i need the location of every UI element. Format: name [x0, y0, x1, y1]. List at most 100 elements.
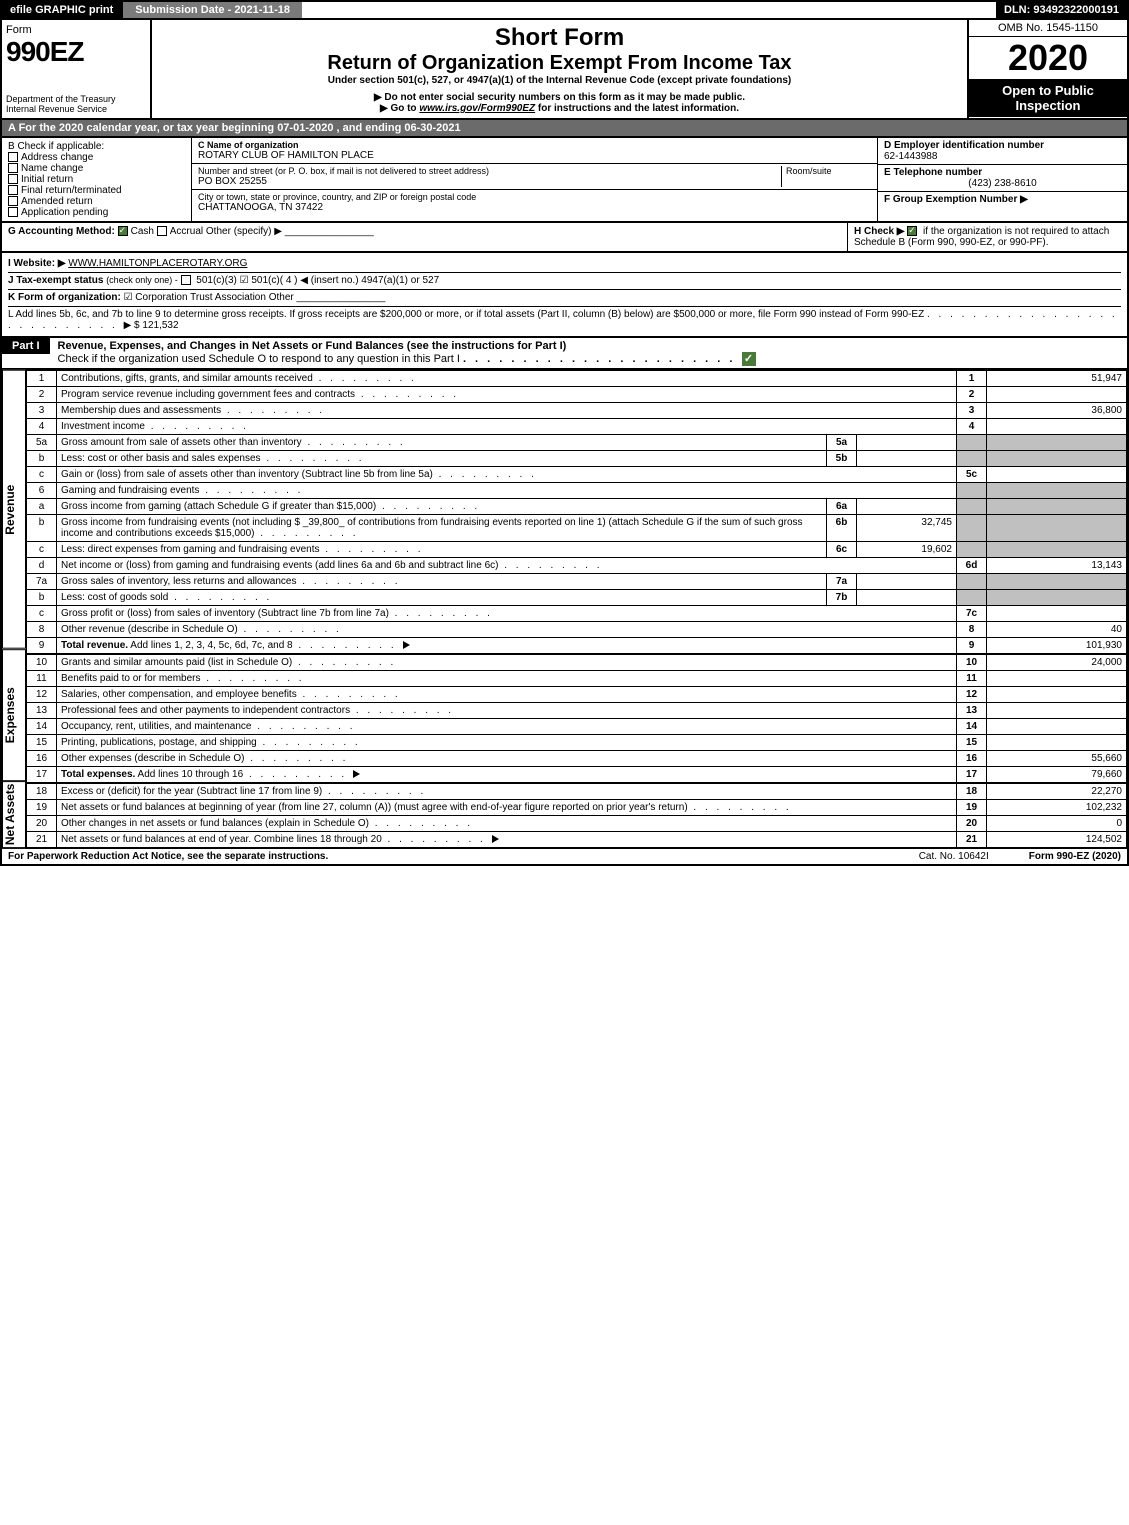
mid-line-value: 19,602 — [857, 542, 957, 558]
mid-line-number: 7b — [827, 590, 857, 606]
right-line-number: 2 — [957, 387, 987, 403]
right-line-value — [987, 606, 1127, 622]
right-line-number: 9 — [957, 638, 987, 655]
mid-line-number: 6a — [827, 499, 857, 515]
e-phone-row: E Telephone number (423) 238-8610 — [878, 165, 1127, 192]
line-number: 20 — [27, 816, 57, 832]
right-line-number: 14 — [957, 719, 987, 735]
c-addr-row: Number and street (or P. O. box, if mail… — [192, 164, 877, 190]
line-number: 5a — [27, 435, 57, 451]
revenue-side-label: Revenue — [2, 370, 26, 649]
table-row: 20Other changes in net assets or fund ba… — [27, 816, 1127, 832]
j-opts: 501(c)(3) ☑ 501(c)( 4 ) ◀ (insert no.) 4… — [196, 275, 439, 286]
addr-label: Number and street (or P. O. box, if mail… — [198, 166, 781, 176]
arrow-icon — [492, 835, 499, 843]
section-b: B Check if applicable: Address change Na… — [2, 138, 192, 221]
table-row: 11Benefits paid to or for members . . . … — [27, 671, 1127, 687]
right-line-value: 40 — [987, 622, 1127, 638]
footer-center: Cat. No. 10642I — [879, 851, 1029, 862]
checkbox-name-change[interactable] — [8, 163, 18, 173]
mid-line-number: 6b — [827, 515, 857, 542]
line-number: 12 — [27, 687, 57, 703]
part1-check-line: Check if the organization used Schedule … — [58, 353, 460, 365]
table-row: 2Program service revenue including gover… — [27, 387, 1127, 403]
part1-badge: Part I — [2, 338, 50, 354]
line-description: Net assets or fund balances at end of ye… — [57, 832, 957, 848]
table-row: 10Grants and similar amounts paid (list … — [27, 654, 1127, 671]
j-sub: (check only one) - — [106, 275, 178, 285]
table-row: 14Occupancy, rent, utilities, and mainte… — [27, 719, 1127, 735]
d-ein-row: D Employer identification number 62-1443… — [878, 138, 1127, 165]
mid-line-number: 6c — [827, 542, 857, 558]
schedule-o-check[interactable]: ✓ — [742, 352, 756, 366]
h-label: H Check ▶ — [854, 226, 904, 237]
right-line-number: 13 — [957, 703, 987, 719]
checkbox-cash[interactable] — [118, 226, 128, 236]
mid-line-number: 5b — [827, 451, 857, 467]
line-number: 21 — [27, 832, 57, 848]
short-form-title: Short Form — [160, 24, 959, 52]
g-other: Other (specify) ▶ — [206, 226, 282, 237]
footer-right: Form 990-EZ (2020) — [1029, 851, 1121, 862]
efile-label: efile GRAPHIC print — [2, 2, 121, 18]
top-bar: efile GRAPHIC print Submission Date - 20… — [0, 0, 1129, 20]
line-number: b — [27, 515, 57, 542]
right-line-number: 4 — [957, 419, 987, 435]
form-word: Form — [6, 24, 146, 36]
right-num-shaded — [957, 542, 987, 558]
right-line-value: 51,947 — [987, 371, 1127, 387]
line-description: Other expenses (describe in Schedule O) … — [57, 751, 957, 767]
mid-line-value — [857, 451, 957, 467]
header-center: Short Form Return of Organization Exempt… — [152, 20, 967, 118]
checkbox-accrual[interactable] — [157, 226, 167, 236]
right-line-number: 19 — [957, 800, 987, 816]
expenses-side-label: Expenses — [2, 649, 26, 781]
line-description: Other changes in net assets or fund bala… — [57, 816, 957, 832]
right-line-number: 3 — [957, 403, 987, 419]
line-number: 16 — [27, 751, 57, 767]
k-label: K Form of organization: — [8, 292, 121, 303]
part1-title: Revenue, Expenses, and Changes in Net As… — [50, 338, 1127, 368]
line-number: 2 — [27, 387, 57, 403]
checkbox-address-change[interactable] — [8, 152, 18, 162]
right-num-shaded — [957, 451, 987, 467]
checkbox-initial-return[interactable] — [8, 174, 18, 184]
right-line-value: 0 — [987, 816, 1127, 832]
checkbox-application-pending[interactable] — [8, 207, 18, 217]
right-line-number: 6d — [957, 558, 987, 574]
line-number: 8 — [27, 622, 57, 638]
table-row: 17Total expenses. Add lines 10 through 1… — [27, 767, 1127, 784]
header-right: OMB No. 1545-1150 2020 Open to Public In… — [967, 20, 1127, 118]
gh-row: G Accounting Method: Cash Accrual Other … — [0, 223, 1129, 253]
right-line-number: 10 — [957, 654, 987, 671]
line-description: Occupancy, rent, utilities, and maintena… — [57, 719, 957, 735]
line-number: c — [27, 542, 57, 558]
line-description: Gross income from gaming (attach Schedul… — [57, 499, 827, 515]
right-val-shaded — [987, 542, 1127, 558]
line-description: Membership dues and assessments . . . . … — [57, 403, 957, 419]
table-row: 5aGross amount from sale of assets other… — [27, 435, 1127, 451]
org-info-grid: B Check if applicable: Address change Na… — [0, 138, 1129, 223]
checkbox-501c3[interactable] — [181, 275, 191, 285]
right-line-value — [987, 719, 1127, 735]
arrow-icon — [403, 641, 410, 649]
line-number: 1 — [27, 371, 57, 387]
line-number: 3 — [27, 403, 57, 419]
right-line-value — [987, 735, 1127, 751]
checkbox-amended-return[interactable] — [8, 196, 18, 206]
right-val-shaded — [987, 590, 1127, 606]
checkbox-h[interactable] — [907, 226, 917, 236]
right-line-number: 1 — [957, 371, 987, 387]
line-description: Contributions, gifts, grants, and simila… — [57, 371, 957, 387]
right-line-value: 79,660 — [987, 767, 1127, 784]
website-value[interactable]: WWW.HAMILTONPLACEROTARY.ORG — [68, 258, 247, 269]
right-line-value: 124,502 — [987, 832, 1127, 848]
irs-link[interactable]: www.irs.gov/Form990EZ — [419, 103, 535, 114]
table-row: 8Other revenue (describe in Schedule O) … — [27, 622, 1127, 638]
checkbox-final-return[interactable] — [8, 185, 18, 195]
b-opt-initial: Initial return — [8, 174, 185, 185]
right-val-shaded — [987, 451, 1127, 467]
footer-left: For Paperwork Reduction Act Notice, see … — [8, 851, 879, 862]
right-num-shaded — [957, 515, 987, 542]
line-number: 9 — [27, 638, 57, 655]
